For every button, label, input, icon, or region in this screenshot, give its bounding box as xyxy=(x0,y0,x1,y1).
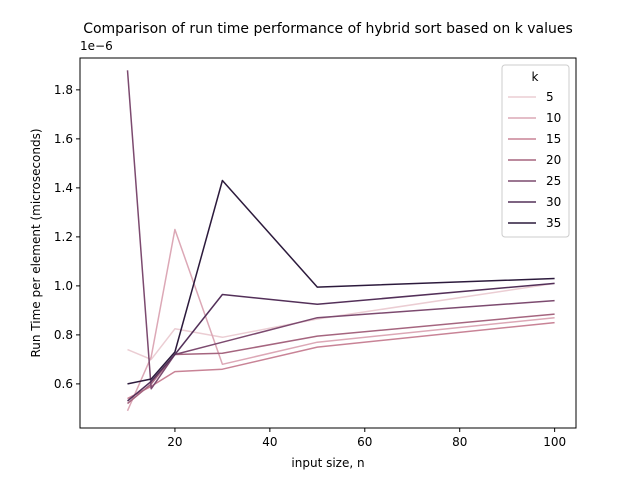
legend-box xyxy=(501,64,570,238)
legend-label-k15: 15 xyxy=(546,132,561,146)
y-tick-label: 0.8 xyxy=(54,328,73,342)
chart-title: Comparison of run time performance of hy… xyxy=(83,21,573,37)
axes-frame xyxy=(79,57,577,429)
y-tick-label: 1.8 xyxy=(54,83,73,97)
series-line-k20 xyxy=(127,313,555,405)
legend-label-k35: 35 xyxy=(546,216,561,230)
series-line-k10 xyxy=(126,228,555,412)
series-line-k35 xyxy=(127,179,555,385)
y-axis-label: Run Time per element (microseconds) xyxy=(29,128,43,357)
series-line-k5 xyxy=(127,282,555,361)
y-tick-label: 1.4 xyxy=(54,181,73,195)
x-tick-label: 40 xyxy=(262,435,277,449)
y-tick-label: 1.6 xyxy=(54,132,73,146)
x-axis: 20 40 60 80 100 xyxy=(167,428,566,449)
plot-area xyxy=(126,70,555,412)
legend: k 5 10 15 20 25 30 35 xyxy=(501,64,570,238)
legend-label-k10: 10 xyxy=(546,111,561,125)
legend-label-k20: 20 xyxy=(546,153,561,167)
series-line-k15 xyxy=(127,321,555,400)
legend-label-k30: 30 xyxy=(546,195,561,209)
x-tick-label: 60 xyxy=(357,435,372,449)
x-tick-label: 80 xyxy=(452,435,467,449)
y-tick-label: 1.0 xyxy=(54,279,73,293)
series-line-k30 xyxy=(127,282,555,402)
legend-title: k xyxy=(532,70,539,84)
series-line-k25 xyxy=(126,70,555,390)
y-tick-label: 1.2 xyxy=(54,230,73,244)
y-offset-label: 1e−6 xyxy=(80,39,113,53)
x-axis-label: input size, n xyxy=(291,456,364,470)
legend-label-k5: 5 xyxy=(546,90,554,104)
y-axis: 0.6 0.8 1.0 1.2 1.4 1.6 1.8 xyxy=(54,83,80,391)
legend-label-k25: 25 xyxy=(546,174,561,188)
y-tick-label: 0.6 xyxy=(54,377,73,391)
x-tick-label: 100 xyxy=(543,435,566,449)
x-tick-label: 20 xyxy=(167,435,182,449)
